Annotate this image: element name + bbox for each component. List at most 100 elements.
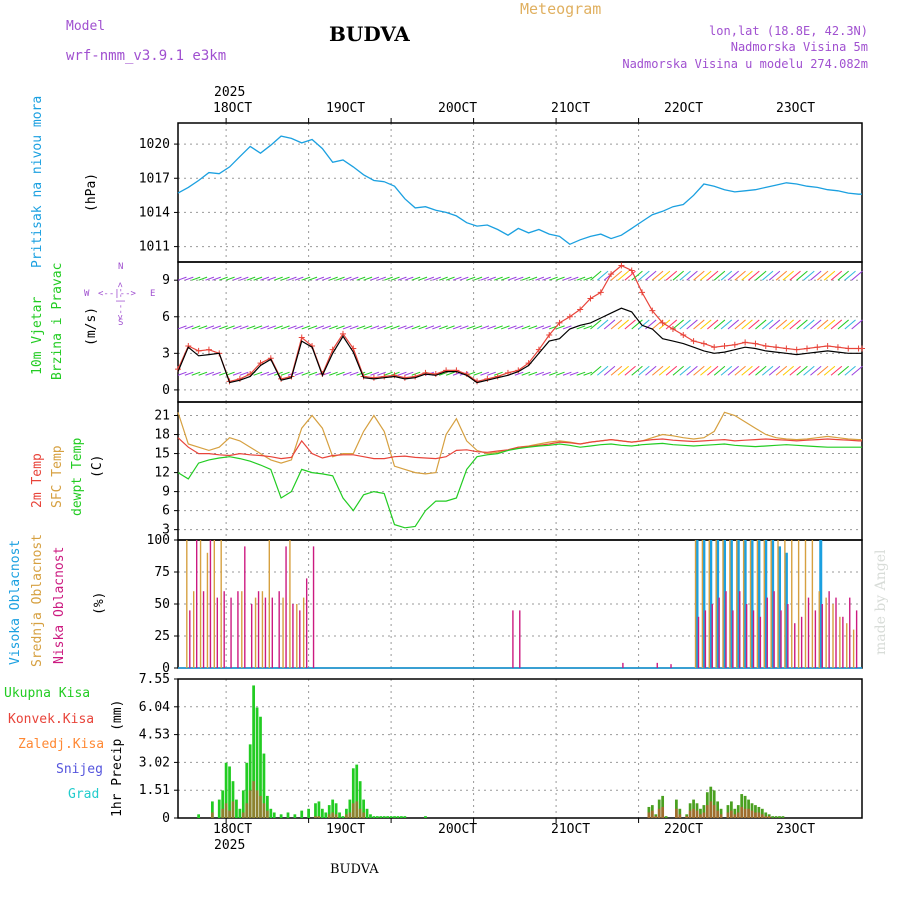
- wind-arrow-1-122: [597, 319, 609, 330]
- precip-conv-bar-67: [709, 801, 713, 818]
- wind-arrow-2-176: [782, 270, 794, 281]
- wind-arrow-0-48: [342, 371, 352, 376]
- wind-arrow-2-98: [514, 276, 524, 281]
- wind-arrow-2-64: [397, 276, 407, 281]
- wind-arrow-1-84: [466, 325, 476, 330]
- precip-conv-bar-81: [760, 814, 764, 818]
- wind-arrow-1-172: [768, 319, 781, 330]
- top-date-3: 21OCT: [551, 101, 591, 116]
- precip-conv-bar-28: [327, 814, 331, 818]
- precip-total-bar-57: [664, 816, 668, 818]
- precip-total-bar-75: [740, 794, 744, 818]
- wind-arrow-2-68: [411, 276, 421, 281]
- ytick-label-4-3: 4.53: [139, 728, 170, 743]
- wind-arrow-2-150: [693, 270, 705, 281]
- compass-east: E: [150, 289, 156, 299]
- precip-conv-bar-33: [345, 814, 348, 818]
- gust-marker-65: [845, 345, 852, 352]
- wind-arrow-1-148: [686, 319, 698, 330]
- wind-arrow-1-116: [576, 325, 586, 330]
- top-date-2: 20OCT: [438, 101, 478, 116]
- precip-conv-bar-63: [695, 810, 699, 818]
- precip-conv-bar-13: [255, 790, 259, 818]
- precip-total-bar-33: [345, 808, 348, 818]
- wind-arrow-2-84: [466, 276, 476, 281]
- wind-arrow-0-160: [727, 365, 739, 376]
- wind-arrow-2-160: [727, 270, 739, 281]
- gust-marker-58: [773, 344, 780, 351]
- footer-location: BUDVA: [330, 862, 379, 877]
- wind-arrow-2-114: [569, 276, 579, 281]
- precip-total-bar-26: [320, 808, 324, 818]
- wind-arrow-0-130: [624, 365, 636, 376]
- wind-arrow-2-162: [734, 270, 746, 281]
- gust-marker-59: [783, 345, 790, 352]
- wind-arrow-0-144: [672, 365, 684, 376]
- wind-arrow-0-180: [796, 365, 808, 376]
- wind-arrow-2-136: [645, 270, 657, 281]
- wind-arrow-1-180: [796, 319, 808, 330]
- wind-arrow-0-54: [363, 371, 373, 376]
- precip-total-bar-44: [382, 816, 386, 818]
- precip-total-bar-23: [307, 808, 310, 818]
- precip-total-bar-9: [241, 790, 245, 818]
- gust-marker-12: [298, 334, 305, 341]
- wind-arrow-0-112: [562, 371, 572, 376]
- wind-arrow-2-102: [528, 276, 538, 281]
- ytick-label-3-2: 50: [154, 597, 170, 612]
- precip-total-bar-74: [736, 805, 740, 818]
- wind-arrow-1-142: [665, 319, 678, 330]
- ytick-label-0-1: 1014: [139, 205, 170, 220]
- wind-arrow-0-118: [583, 371, 593, 376]
- precip-conv-bar-70: [719, 814, 723, 818]
- wind-arrow-1-42: [322, 325, 331, 330]
- precip-conv-bar-34: [348, 812, 352, 818]
- wind-arrow-2-158: [720, 270, 733, 281]
- ytick-label-4-1: 1.51: [139, 783, 170, 798]
- wind-arrow-1-66: [404, 325, 414, 330]
- wind-arrow-0-38: [308, 371, 318, 376]
- wind-arrow-2-86: [473, 276, 483, 281]
- wind-arrow-2-100: [521, 276, 531, 281]
- ytick-label-2-4: 15: [154, 447, 170, 462]
- wind-arrow-2-10: [212, 276, 221, 281]
- wind-arrow-0-140: [658, 365, 671, 376]
- precip-conv-bar-38: [362, 812, 365, 818]
- panel-frame-4: [177, 678, 863, 819]
- precip-conv-bar-35: [351, 803, 355, 818]
- wind-arrow-1-94: [500, 325, 510, 330]
- wind-arrow-2-174: [775, 270, 788, 281]
- precip-total-bar-14: [259, 716, 262, 818]
- precip-total-bar-11: [248, 744, 252, 818]
- wind-arrow-1-62: [390, 325, 400, 330]
- wind-arrow-0-136: [645, 365, 657, 376]
- gust-marker-53: [721, 343, 728, 350]
- precip-total-bar-25: [317, 801, 321, 818]
- meteogram-label: Meteogram: [520, 0, 602, 18]
- wind-arrow-2-32: [287, 276, 297, 281]
- precip-conv-bar-36: [355, 801, 359, 818]
- wind-arrow-1-160: [727, 319, 739, 330]
- ytick-label-2-2: 9: [162, 485, 170, 500]
- wind-arrow-1-144: [672, 319, 684, 330]
- precip-conv-bar-3: [221, 808, 225, 818]
- wind-arrow-2-40: [315, 276, 325, 281]
- precip-conv-bar-25: [317, 816, 321, 818]
- wind-arrow-1-168: [755, 319, 767, 330]
- precip-total-bar-13: [255, 707, 259, 818]
- precip-total-bar-38: [362, 799, 365, 818]
- precip-total-bar-28: [327, 805, 331, 818]
- wind-arrow-2-120: [590, 270, 602, 281]
- wind-arrow-1-74: [432, 325, 441, 330]
- wind-arrow-1-56: [370, 325, 380, 330]
- wind-arrow-0-192: [837, 365, 849, 376]
- gust-marker-50: [690, 338, 697, 345]
- ytick-label-4-5: 7.55: [139, 672, 170, 687]
- wind-arrow-1-58: [377, 325, 386, 330]
- wind-arrow-2-132: [631, 270, 643, 281]
- gust-marker-26: [443, 367, 450, 374]
- wind-arrow-0-120: [590, 365, 602, 376]
- wind-arrow-2-24: [260, 276, 270, 281]
- precip-conv-bar-11: [248, 790, 252, 818]
- wind-arrow-1-0: [177, 325, 187, 330]
